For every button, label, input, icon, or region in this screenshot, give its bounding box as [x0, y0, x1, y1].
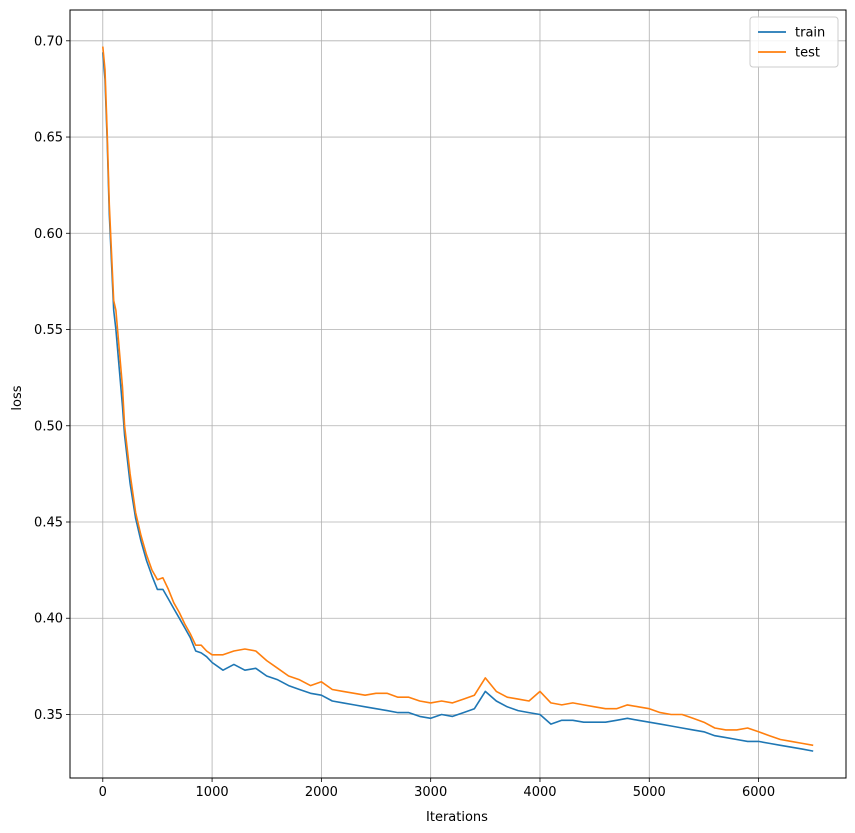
y-axis-label: loss — [10, 385, 25, 410]
y-tick-label: 0.55 — [34, 323, 63, 338]
x-tick-label: 1000 — [196, 785, 229, 800]
y-tick-label: 0.70 — [34, 34, 63, 49]
x-tick-label: 3000 — [414, 785, 447, 800]
y-tick-label: 0.65 — [34, 131, 63, 146]
x-tick-label: 2000 — [305, 785, 338, 800]
y-tick-label: 0.35 — [34, 708, 63, 723]
x-tick-label: 5000 — [633, 785, 666, 800]
plot-area-frame — [69, 9, 847, 779]
y-tick-label: 0.45 — [34, 516, 63, 531]
series-line-train — [102, 52, 814, 752]
x-tick-label: 0 — [99, 785, 107, 800]
y-axis-ticks: 0.35 0.40 0.45 0.50 0.55 0.60 0.65 0.70 — [34, 34, 70, 723]
y-tick-label: 0.40 — [34, 612, 63, 627]
x-tick-label: 6000 — [742, 785, 775, 800]
x-axis-label: Iterations — [426, 810, 488, 825]
y-tick-label: 0.50 — [34, 419, 63, 434]
series-layer — [102, 46, 814, 752]
legend-label-test: test — [795, 46, 820, 61]
legend-box — [749, 16, 839, 68]
series-line-test — [102, 46, 814, 747]
grid-lines — [70, 10, 846, 778]
x-axis-ticks: 0 1000 2000 3000 4000 5000 6000 — [99, 778, 775, 800]
y-tick-label: 0.60 — [34, 227, 63, 242]
legend-label-train: train — [795, 26, 825, 41]
x-tick-label: 4000 — [523, 785, 556, 800]
legend: train test — [749, 16, 839, 68]
